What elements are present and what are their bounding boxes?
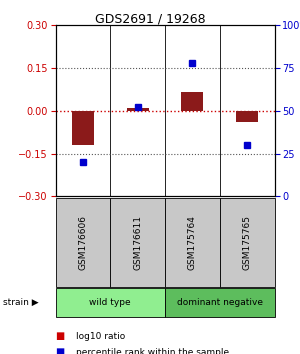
- Bar: [72, 110, 94, 145]
- Text: ■: ■: [56, 347, 65, 354]
- Bar: [220, 198, 274, 287]
- Text: GSM175764: GSM175764: [188, 215, 197, 270]
- Bar: [182, 92, 203, 110]
- Text: dominant negative: dominant negative: [177, 298, 263, 307]
- Text: strain ▶: strain ▶: [3, 298, 39, 307]
- Bar: [56, 288, 165, 317]
- Text: percentile rank within the sample: percentile rank within the sample: [76, 348, 230, 354]
- Bar: [127, 108, 148, 110]
- Text: ■: ■: [56, 331, 65, 341]
- Bar: [165, 288, 274, 317]
- Text: GSM175765: GSM175765: [243, 215, 252, 270]
- Bar: [110, 198, 165, 287]
- Text: GDS2691 / 19268: GDS2691 / 19268: [95, 12, 205, 25]
- Bar: [56, 198, 110, 287]
- Text: GSM176611: GSM176611: [133, 215, 142, 270]
- Bar: [165, 198, 220, 287]
- Bar: [236, 110, 258, 122]
- Text: GSM176606: GSM176606: [78, 215, 87, 270]
- Text: wild type: wild type: [89, 298, 131, 307]
- Text: log10 ratio: log10 ratio: [76, 332, 126, 341]
